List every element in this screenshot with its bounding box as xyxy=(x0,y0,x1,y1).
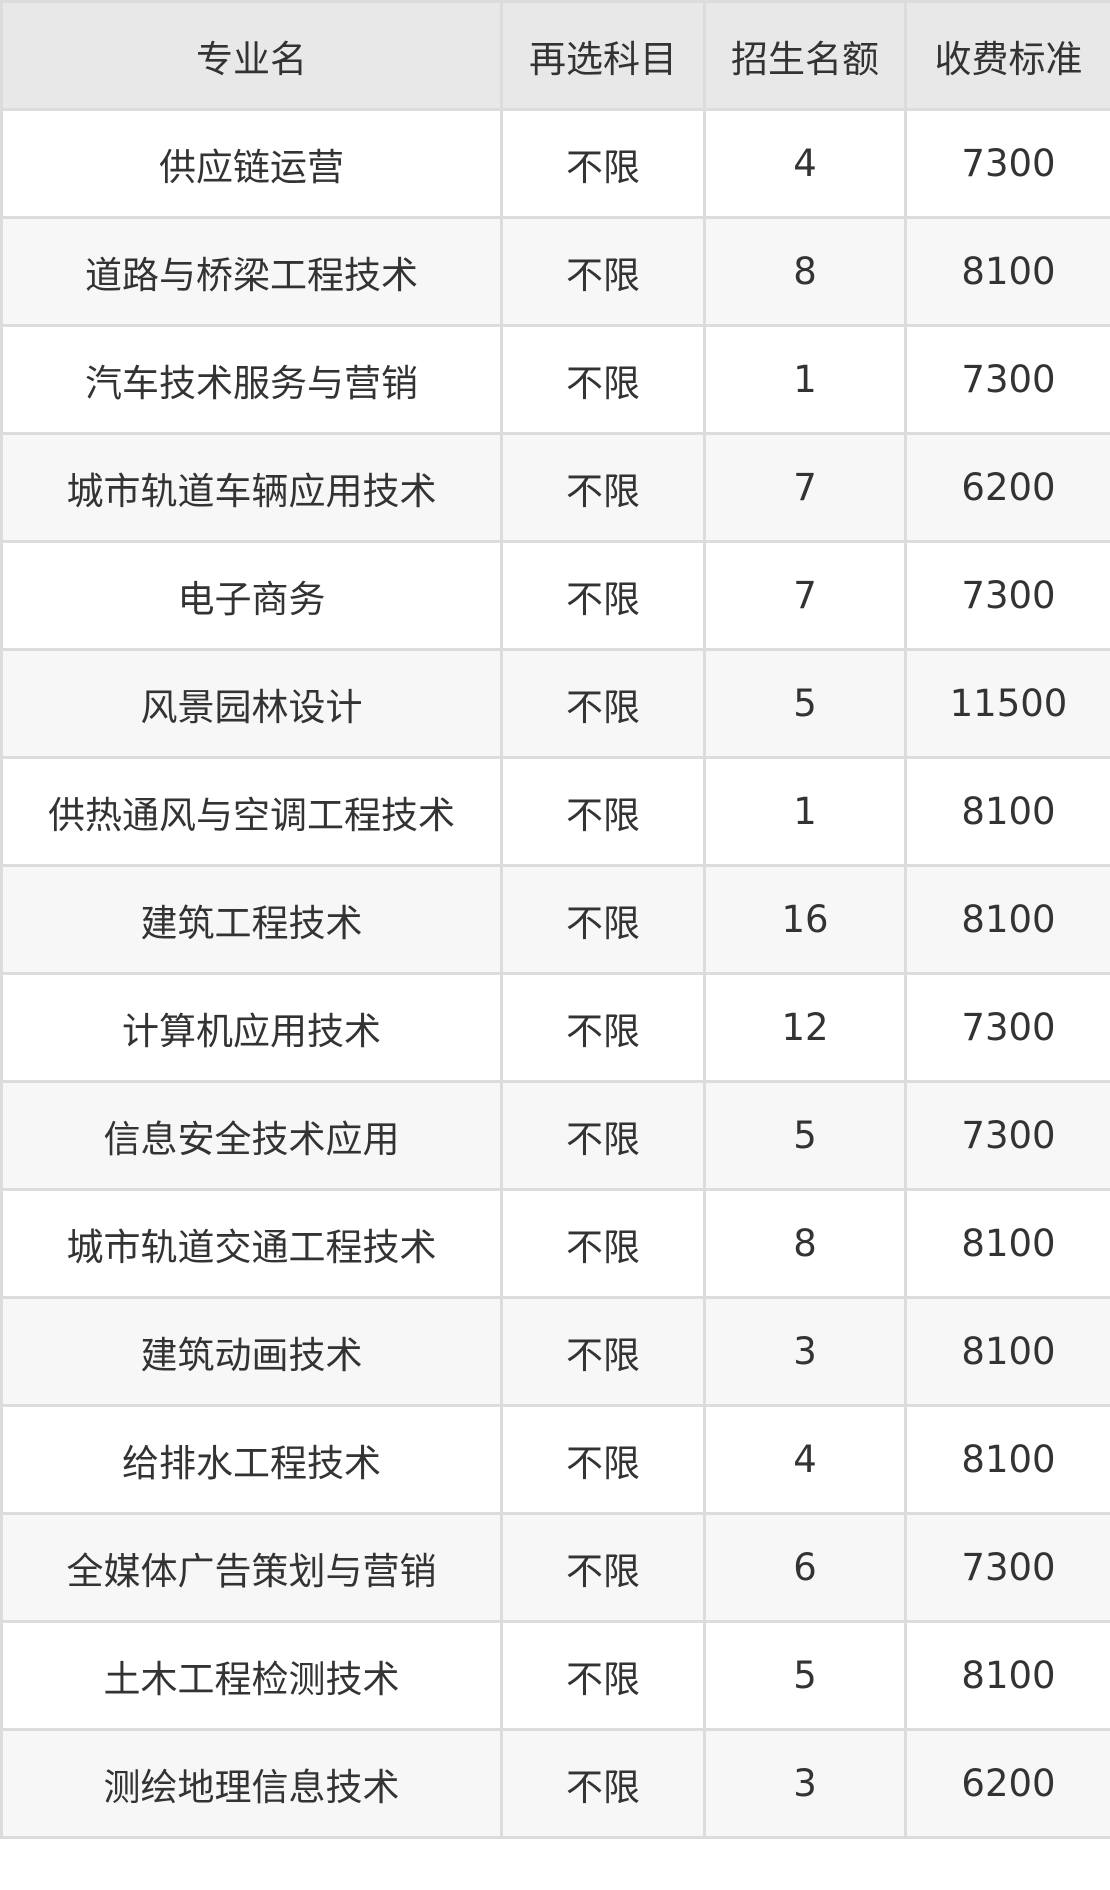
table-row: 供应链运营 不限 4 7300 xyxy=(0,108,1110,219)
cell-quota: 1 xyxy=(703,756,907,867)
cell-subject: 不限 xyxy=(500,1728,706,1839)
cell-major: 汽车技术服务与营销 xyxy=(0,324,503,435)
cell-quota: 6 xyxy=(703,1512,907,1623)
cell-major: 城市轨道交通工程技术 xyxy=(0,1188,503,1299)
cell-fee: 7300 xyxy=(904,540,1110,651)
cell-major: 土木工程检测技术 xyxy=(0,1620,503,1731)
cell-subject: 不限 xyxy=(500,648,706,759)
cell-major: 全媒体广告策划与营销 xyxy=(0,1512,503,1623)
cell-major: 供应链运营 xyxy=(0,108,503,219)
header-quota: 招生名额 xyxy=(703,0,907,111)
cell-fee: 8100 xyxy=(904,864,1110,975)
cell-fee: 8100 xyxy=(904,1620,1110,1731)
cell-major: 建筑动画技术 xyxy=(0,1296,503,1407)
table-row: 计算机应用技术 不限 12 7300 xyxy=(0,972,1110,1083)
cell-quota: 4 xyxy=(703,108,907,219)
table-row: 城市轨道车辆应用技术 不限 7 6200 xyxy=(0,432,1110,543)
header-row: 专业名 再选科目 招生名额 收费标准 xyxy=(0,0,1110,111)
major-table: 专业名 再选科目 招生名额 收费标准 供应链运营 不限 4 7300 道路与桥梁工程技术… xyxy=(0,0,1110,1839)
table-row: 城市轨道交通工程技术 不限 8 8100 xyxy=(0,1188,1110,1299)
cell-subject: 不限 xyxy=(500,1512,706,1623)
cell-fee: 7300 xyxy=(904,324,1110,435)
cell-major: 给排水工程技术 xyxy=(0,1404,503,1515)
cell-subject: 不限 xyxy=(500,216,706,327)
cell-fee: 8100 xyxy=(904,1404,1110,1515)
cell-major: 城市轨道车辆应用技术 xyxy=(0,432,503,543)
cell-fee: 7300 xyxy=(904,1512,1110,1623)
cell-fee: 8100 xyxy=(904,1188,1110,1299)
table-row: 电子商务 不限 7 7300 xyxy=(0,540,1110,651)
cell-quota: 1 xyxy=(703,324,907,435)
cell-major: 风景园林设计 xyxy=(0,648,503,759)
cell-major: 测绘地理信息技术 xyxy=(0,1728,503,1839)
table-row: 建筑工程技术 不限 16 8100 xyxy=(0,864,1110,975)
table-row: 供热通风与空调工程技术 不限 1 8100 xyxy=(0,756,1110,867)
cell-subject: 不限 xyxy=(500,1188,706,1299)
cell-fee: 8100 xyxy=(904,1296,1110,1407)
cell-fee: 11500 xyxy=(904,648,1110,759)
table-row: 土木工程检测技术 不限 5 8100 xyxy=(0,1620,1110,1731)
cell-major: 电子商务 xyxy=(0,540,503,651)
table-row: 测绘地理信息技术 不限 3 6200 xyxy=(0,1728,1110,1839)
cell-quota: 5 xyxy=(703,1620,907,1731)
cell-fee: 6200 xyxy=(904,432,1110,543)
cell-fee: 6200 xyxy=(904,1728,1110,1839)
table-row: 信息安全技术应用 不限 5 7300 xyxy=(0,1080,1110,1191)
cell-subject: 不限 xyxy=(500,1404,706,1515)
cell-quota: 8 xyxy=(703,216,907,327)
cell-fee: 8100 xyxy=(904,756,1110,867)
cell-quota: 3 xyxy=(703,1296,907,1407)
cell-quota: 3 xyxy=(703,1728,907,1839)
cell-major: 信息安全技术应用 xyxy=(0,1080,503,1191)
cell-subject: 不限 xyxy=(500,540,706,651)
table-row: 风景园林设计 不限 5 11500 xyxy=(0,648,1110,759)
cell-quota: 8 xyxy=(703,1188,907,1299)
header-fee: 收费标准 xyxy=(904,0,1110,111)
cell-major: 道路与桥梁工程技术 xyxy=(0,216,503,327)
table-row: 道路与桥梁工程技术 不限 8 8100 xyxy=(0,216,1110,327)
cell-subject: 不限 xyxy=(500,1080,706,1191)
cell-subject: 不限 xyxy=(500,1296,706,1407)
table-row: 建筑动画技术 不限 3 8100 xyxy=(0,1296,1110,1407)
cell-quota: 7 xyxy=(703,432,907,543)
cell-quota: 4 xyxy=(703,1404,907,1515)
table-row: 汽车技术服务与营销 不限 1 7300 xyxy=(0,324,1110,435)
cell-fee: 7300 xyxy=(904,108,1110,219)
header-major: 专业名 xyxy=(0,0,503,111)
cell-subject: 不限 xyxy=(500,108,706,219)
cell-major: 计算机应用技术 xyxy=(0,972,503,1083)
cell-subject: 不限 xyxy=(500,756,706,867)
cell-subject: 不限 xyxy=(500,324,706,435)
table-row: 全媒体广告策划与营销 不限 6 7300 xyxy=(0,1512,1110,1623)
cell-major: 建筑工程技术 xyxy=(0,864,503,975)
cell-subject: 不限 xyxy=(500,972,706,1083)
header-subject: 再选科目 xyxy=(500,0,706,111)
cell-quota: 5 xyxy=(703,648,907,759)
cell-fee: 7300 xyxy=(904,1080,1110,1191)
cell-quota: 5 xyxy=(703,1080,907,1191)
cell-fee: 8100 xyxy=(904,216,1110,327)
cell-subject: 不限 xyxy=(500,432,706,543)
cell-fee: 7300 xyxy=(904,972,1110,1083)
cell-major: 供热通风与空调工程技术 xyxy=(0,756,503,867)
cell-quota: 7 xyxy=(703,540,907,651)
table-row: 给排水工程技术 不限 4 8100 xyxy=(0,1404,1110,1515)
cell-subject: 不限 xyxy=(500,864,706,975)
cell-subject: 不限 xyxy=(500,1620,706,1731)
cell-quota: 16 xyxy=(703,864,907,975)
cell-quota: 12 xyxy=(703,972,907,1083)
